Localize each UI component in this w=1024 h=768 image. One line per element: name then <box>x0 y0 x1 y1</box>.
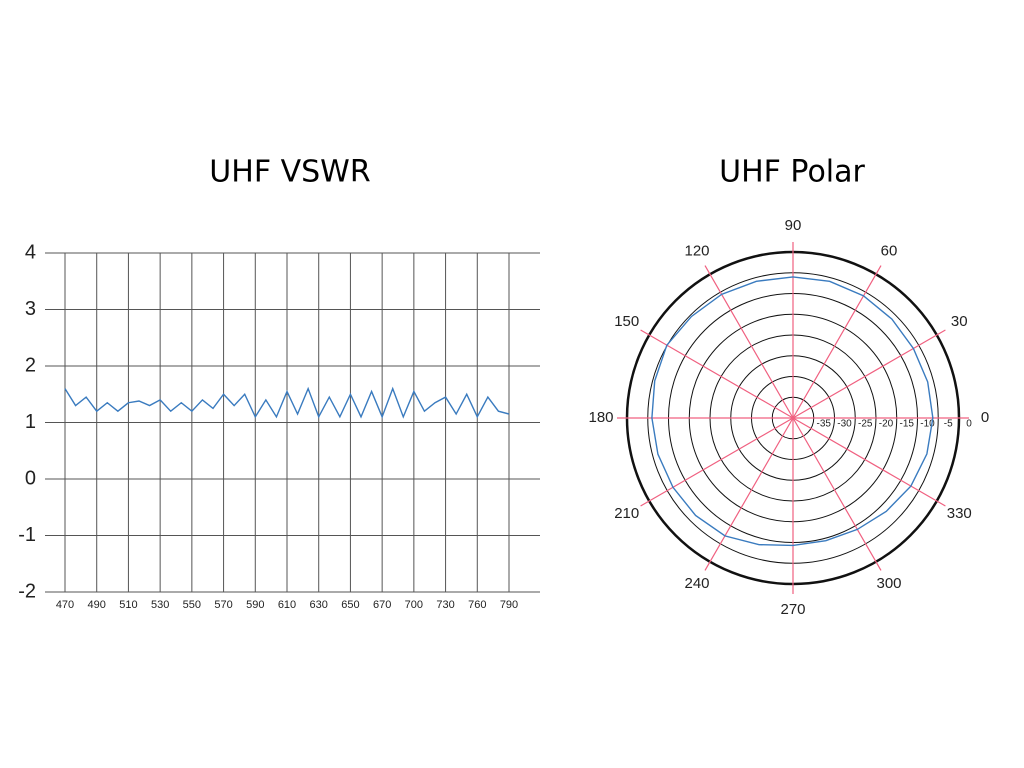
x-tick-label: 510 <box>119 599 137 611</box>
x-tick-label: 670 <box>373 599 391 611</box>
x-tick-label: 470 <box>56 599 74 611</box>
chart-title: UHF VSWR <box>209 155 370 190</box>
r-tick-label: -30 <box>837 419 852 430</box>
theta-tick-label: 90 <box>785 217 802 234</box>
x-tick-label: 610 <box>278 599 296 611</box>
y-tick-label: 0 <box>25 467 36 489</box>
r-tick-label: -15 <box>900 419 915 430</box>
r-tick-label: -10 <box>920 419 935 430</box>
y-tick-label: 4 <box>25 241 36 263</box>
theta-tick-label: 210 <box>614 505 639 522</box>
x-tick-label: 790 <box>500 599 518 611</box>
line-series <box>64 386 510 419</box>
r-tick-label: -25 <box>858 419 873 430</box>
spoke <box>640 329 794 419</box>
spoke <box>792 417 882 571</box>
x-tick-label: 590 <box>246 599 264 611</box>
r-tick-label: 0 <box>966 419 972 430</box>
y-tick-label: 3 <box>25 298 36 320</box>
spoke <box>640 417 794 507</box>
x-tick-label: 570 <box>214 599 232 611</box>
x-tick-label: 650 <box>341 599 359 611</box>
spoke <box>792 265 882 419</box>
x-tick-label: 530 <box>151 599 169 611</box>
spoke <box>792 417 946 507</box>
x-tick-label: 630 <box>310 599 328 611</box>
x-tick-label: 730 <box>436 599 454 611</box>
polar-series <box>651 276 934 547</box>
r-tick-label: -5 <box>944 419 953 430</box>
theta-tick-label: 330 <box>947 505 972 522</box>
theta-tick-label: 180 <box>588 409 613 426</box>
x-tick-label: 700 <box>405 599 423 611</box>
theta-tick-label: 0 <box>981 409 989 426</box>
theta-tick-label: 150 <box>614 313 639 330</box>
chart-title: UHF Polar <box>719 155 865 190</box>
y-tick-label: 1 <box>25 411 36 433</box>
theta-tick-label: 270 <box>780 601 805 618</box>
spoke <box>704 417 794 571</box>
x-tick-label: 550 <box>183 599 201 611</box>
x-tick-label: 490 <box>88 599 106 611</box>
y-tick-label: 2 <box>25 354 36 376</box>
y-tick-label: -1 <box>18 524 36 546</box>
theta-tick-label: 300 <box>876 575 901 592</box>
theta-tick-label: 30 <box>951 313 968 330</box>
theta-tick-label: 240 <box>684 575 709 592</box>
y-tick-label: -2 <box>18 580 36 602</box>
theta-tick-label: 120 <box>684 243 709 260</box>
r-tick-label: -20 <box>879 419 894 430</box>
spoke <box>792 329 946 419</box>
spoke <box>704 265 794 419</box>
r-tick-label: -35 <box>817 419 832 430</box>
x-tick-label: 760 <box>468 599 486 611</box>
theta-tick-label: 60 <box>881 243 898 260</box>
